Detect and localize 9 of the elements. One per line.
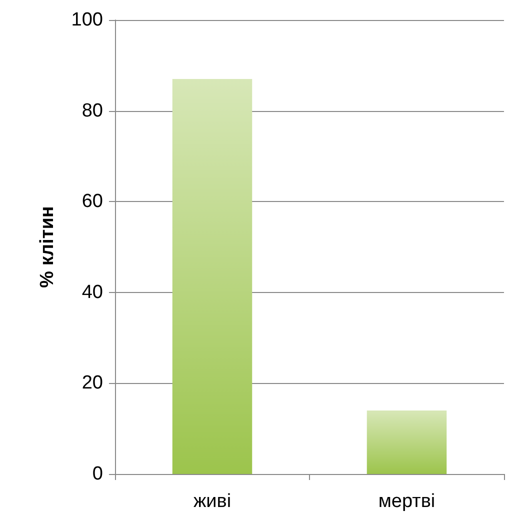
x-tick-label: мертві [378, 491, 436, 512]
x-tick-label: живі [193, 491, 232, 512]
y-tick-label: 40 [82, 282, 103, 303]
y-tick-label: 20 [82, 372, 103, 394]
y-tick-label: 100 [71, 10, 103, 30]
y-tick-label: 60 [82, 191, 103, 212]
y-tick-label: 80 [82, 100, 103, 122]
y-tick-label: 0 [92, 464, 103, 484]
y-axis-title: % клітин [37, 206, 58, 288]
